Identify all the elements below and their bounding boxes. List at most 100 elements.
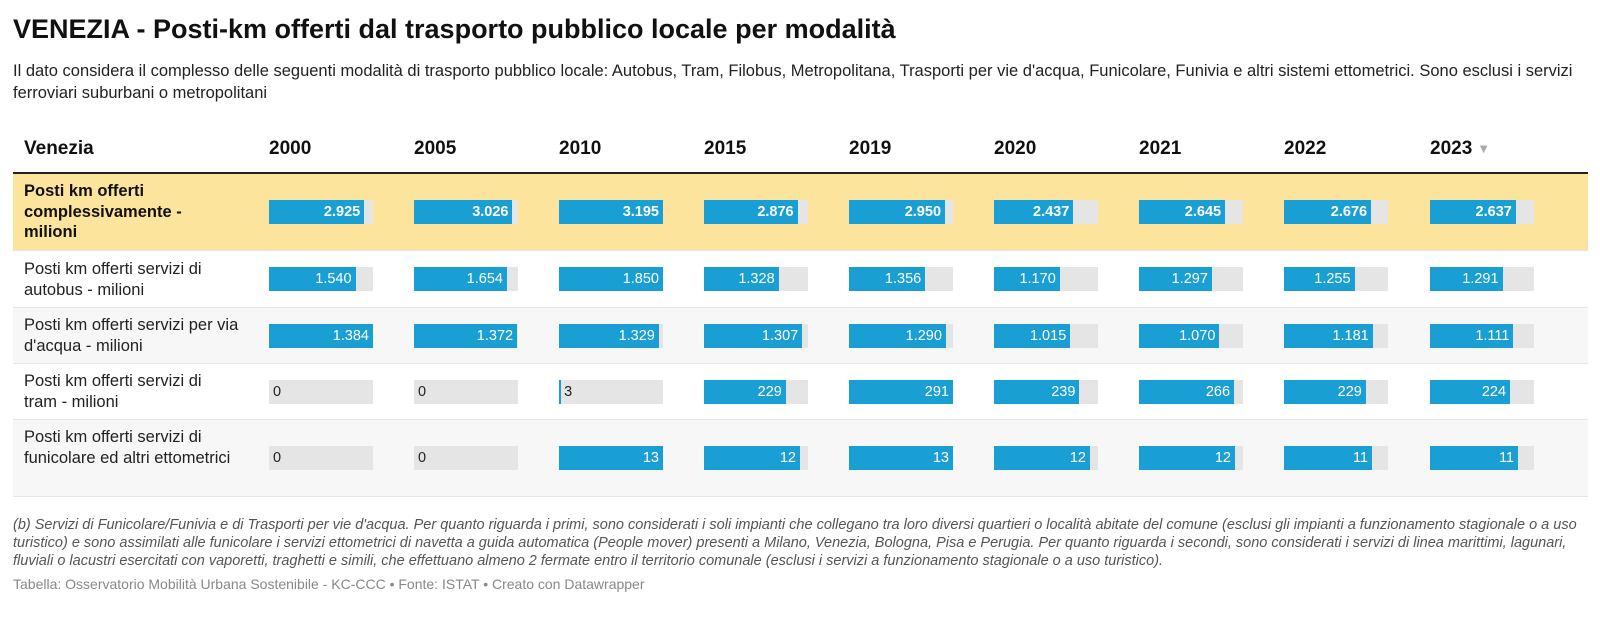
bar-cell: 2.876: [704, 200, 808, 224]
column-header-text: 2019: [849, 138, 891, 159]
table-row: Posti km offerti servizi di funicolare e…: [13, 420, 1588, 497]
value-label: 291: [849, 383, 949, 401]
value-label: 2.437: [994, 203, 1069, 221]
bar-cell: 2.437: [994, 200, 1098, 224]
bar-track: [559, 380, 663, 404]
bar-cell: 0: [269, 380, 373, 404]
column-header-2021[interactable]: 2021: [1139, 138, 1181, 160]
bar-cell: 2.637: [1430, 200, 1534, 224]
bar-track: [269, 446, 373, 470]
table-row: Posti km offerti servizi per via d'acqua…: [13, 308, 1588, 364]
bar-cell: 13: [559, 446, 663, 470]
table-row: Posti km offerti complessivamente - mili…: [13, 174, 1588, 251]
value-label: 13: [849, 449, 949, 467]
bar-cell: 0: [269, 446, 373, 470]
data-table: Venezia 2000 2005 2010 2015 2019 2020 2021 2022…: [13, 128, 1588, 497]
column-header-text: 2005: [414, 138, 456, 159]
bar-cell: 2.645: [1139, 200, 1243, 224]
value-label: 1.111: [1430, 327, 1509, 345]
column-header-text: 2023: [1430, 138, 1472, 159]
value-label: 0: [418, 383, 426, 401]
bar-cell: 1.384: [269, 324, 373, 348]
bar-cell: 1.070: [1139, 324, 1243, 348]
value-label: 1.850: [559, 270, 659, 288]
sort-descending-icon[interactable]: ▼: [1477, 141, 1490, 156]
table-header-row: Venezia 2000 2005 2010 2015 2019 2020 2021 2022…: [13, 128, 1588, 174]
value-label: 13: [559, 449, 659, 467]
bar-cell: 224: [1430, 380, 1534, 404]
bar-cell: 1.356: [849, 267, 953, 291]
value-label: 1.307: [704, 327, 798, 345]
bar-cell: 1.850: [559, 267, 663, 291]
bar-cell: 12: [1139, 446, 1243, 470]
value-label: 1.372: [414, 327, 513, 345]
bar-cell: 2.676: [1284, 200, 1388, 224]
column-header-text: 2010: [559, 138, 601, 159]
value-label: 1.170: [994, 270, 1056, 288]
row-label: Posti km offerti servizi per via d'acqua…: [24, 315, 239, 356]
bar-track: [269, 380, 373, 404]
value-label: 1.356: [849, 270, 921, 288]
bar-cell: 11: [1284, 446, 1388, 470]
value-label: 0: [273, 449, 281, 467]
bar-cell: 1.290: [849, 324, 953, 348]
value-label: 1.654: [414, 270, 503, 288]
chart-page: VENEZIA - Posti-km offerti dal trasporto…: [0, 0, 1600, 618]
value-label: 11: [1284, 449, 1368, 467]
chart-title: VENEZIA - Posti-km offerti dal trasporto…: [13, 14, 896, 45]
table-body: Posti km offerti complessivamente - mili…: [13, 174, 1588, 497]
value-label: 1.255: [1284, 270, 1351, 288]
source-credit: Tabella: Osservatorio Mobilità Urbana So…: [13, 576, 645, 592]
bar-cell: 2.950: [849, 200, 953, 224]
value-label: 12: [994, 449, 1086, 467]
table-row: Posti km offerti servizi di autobus - mi…: [13, 251, 1588, 308]
column-header-2010[interactable]: 2010: [559, 138, 601, 160]
column-header-2015[interactable]: 2015: [704, 138, 746, 160]
bar-cell: 3: [559, 380, 663, 404]
bar-cell: 229: [704, 380, 808, 404]
bar-cell: 3.195: [559, 200, 663, 224]
bar-cell: 0: [414, 380, 518, 404]
column-header-label[interactable]: Venezia: [24, 138, 94, 160]
bar-cell: 0: [414, 446, 518, 470]
value-label: 2.925: [269, 203, 360, 221]
column-header-2022[interactable]: 2022: [1284, 138, 1326, 160]
column-header-2020[interactable]: 2020: [994, 138, 1036, 160]
bar-cell: 1.255: [1284, 267, 1388, 291]
value-label: 1.328: [704, 270, 775, 288]
bar-cell: 291: [849, 380, 953, 404]
bar-cell: 1.170: [994, 267, 1098, 291]
value-label: 1.540: [269, 270, 352, 288]
bar-mark: [559, 380, 561, 404]
value-label: 1.291: [1430, 270, 1499, 288]
column-header-2023[interactable]: 2023 ▼: [1430, 138, 1490, 160]
value-label: 2.637: [1430, 203, 1512, 221]
value-label: 2.950: [849, 203, 941, 221]
chart-subtitle: Il dato considera il complesso delle seg…: [13, 60, 1588, 104]
value-label: 0: [273, 383, 281, 401]
column-header-2019[interactable]: 2019: [849, 138, 891, 160]
bar-cell: 2.925: [269, 200, 373, 224]
column-header-2000[interactable]: 2000: [269, 138, 311, 160]
bar-cell: 13: [849, 446, 953, 470]
value-label: 229: [704, 383, 782, 401]
value-label: 1.181: [1284, 327, 1369, 345]
value-label: 239: [994, 383, 1075, 401]
bar-cell: 3.026: [414, 200, 518, 224]
value-label: 229: [1284, 383, 1362, 401]
value-label: 266: [1139, 383, 1230, 401]
bar-track: [414, 446, 518, 470]
column-header-text: 2015: [704, 138, 746, 159]
value-label: 3: [564, 383, 572, 401]
value-label: 3.195: [559, 203, 659, 221]
value-label: 11: [1430, 449, 1514, 467]
row-label: Posti km offerti servizi di autobus - mi…: [24, 259, 239, 300]
value-label: 1.070: [1139, 327, 1215, 345]
value-label: 12: [704, 449, 796, 467]
row-label: Posti km offerti servizi di funicolare e…: [24, 427, 239, 468]
column-header-2005[interactable]: 2005: [414, 138, 456, 160]
bar-track: [414, 380, 518, 404]
value-label: 2.676: [1284, 203, 1367, 221]
column-header-text: 2021: [1139, 138, 1181, 159]
footnote: (b) Servizi di Funicolare/Funivia e di T…: [13, 516, 1588, 570]
